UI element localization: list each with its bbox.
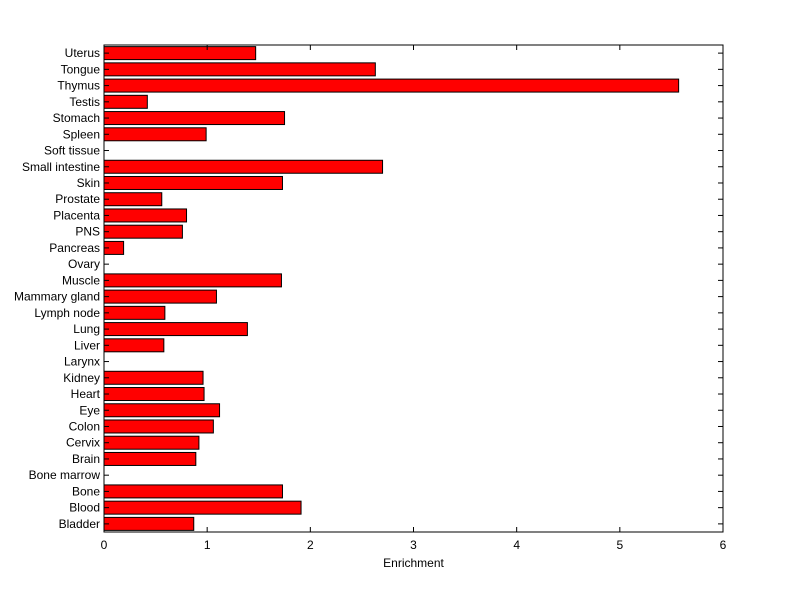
- y-tick-label: Placenta: [53, 208, 100, 222]
- x-axis-label: Enrichment: [383, 556, 444, 570]
- bar-muscle: [103, 273, 282, 288]
- bar-kidney: [103, 370, 204, 385]
- y-tick-label: Thymus: [57, 79, 100, 93]
- bar-colon: [103, 419, 214, 434]
- x-tick-label: 2: [307, 538, 314, 552]
- y-tick-label: Lung: [73, 322, 100, 336]
- bar-testis: [103, 94, 148, 109]
- bar-thymus: [103, 78, 680, 93]
- y-tick-label: PNS: [75, 225, 100, 239]
- bar-blood: [103, 500, 302, 515]
- y-tick-label: Spleen: [63, 127, 100, 141]
- y-tick-label: Stomach: [53, 111, 100, 125]
- y-tick-label: Tongue: [61, 62, 101, 76]
- x-tick-label: 6: [720, 538, 727, 552]
- x-tick-label: 0: [101, 538, 108, 552]
- bar-brain: [103, 451, 197, 466]
- x-tick-label: 3: [410, 538, 417, 552]
- bars-group: [103, 46, 680, 531]
- bar-prostate: [103, 192, 163, 207]
- y-tick-label: Muscle: [62, 273, 100, 287]
- y-tick-label: Bladder: [59, 517, 100, 531]
- bar-bone: [103, 484, 283, 499]
- bar-lung: [103, 322, 248, 337]
- y-tick-label: Ovary: [68, 257, 100, 271]
- ticks-group: [103, 45, 724, 532]
- bar-spleen: [103, 127, 207, 142]
- y-tick-label: Larynx: [64, 355, 100, 369]
- x-tick-label: 5: [616, 538, 623, 552]
- x-tick-label: 4: [513, 538, 520, 552]
- y-tick-label: Testis: [69, 95, 100, 109]
- y-tick-label: Bone marrow: [29, 468, 101, 482]
- bar-lymph-node: [103, 305, 166, 320]
- y-tick-label: Uterus: [65, 46, 100, 60]
- y-tick-label: Blood: [69, 501, 100, 515]
- y-tick-label: Pancreas: [49, 241, 100, 255]
- y-tick-label: Small intestine: [22, 160, 100, 174]
- y-tick-label: Liver: [74, 338, 100, 352]
- y-tick-label: Kidney: [63, 371, 100, 385]
- bar-tongue: [103, 62, 376, 77]
- y-tick-label: Mammary gland: [14, 290, 100, 304]
- bar-small-intestine: [103, 159, 384, 174]
- plot-frame: [103, 44, 724, 533]
- bar-cervix: [103, 435, 200, 450]
- x-tick-label: 1: [204, 538, 211, 552]
- y-tick-label: Colon: [69, 419, 100, 433]
- y-tick-label: Brain: [72, 452, 100, 466]
- bar-skin: [103, 175, 283, 190]
- bar-heart: [103, 387, 205, 402]
- bar-placenta: [103, 208, 188, 223]
- bar-bladder: [103, 516, 195, 531]
- y-tick-label: Prostate: [55, 192, 100, 206]
- y-tick-label: Soft tissue: [44, 144, 100, 158]
- y-tick-label: Eye: [79, 403, 100, 417]
- y-tick-label: Skin: [77, 176, 100, 190]
- y-tick-label: Heart: [71, 387, 101, 401]
- tick-labels-group: Bladder Blood Bone Bone marrow Brain Cervix Co…: [14, 46, 727, 552]
- bar-stomach: [103, 111, 286, 126]
- bar-eye: [103, 403, 221, 418]
- bar-mammary-gland: [103, 289, 217, 304]
- y-tick-label: Cervix: [66, 436, 100, 450]
- y-tick-label: Bone: [72, 484, 100, 498]
- bar-liver: [103, 338, 165, 353]
- bar-pns: [103, 224, 183, 239]
- bar-uterus: [103, 46, 257, 61]
- y-tick-label: Lymph node: [34, 306, 100, 320]
